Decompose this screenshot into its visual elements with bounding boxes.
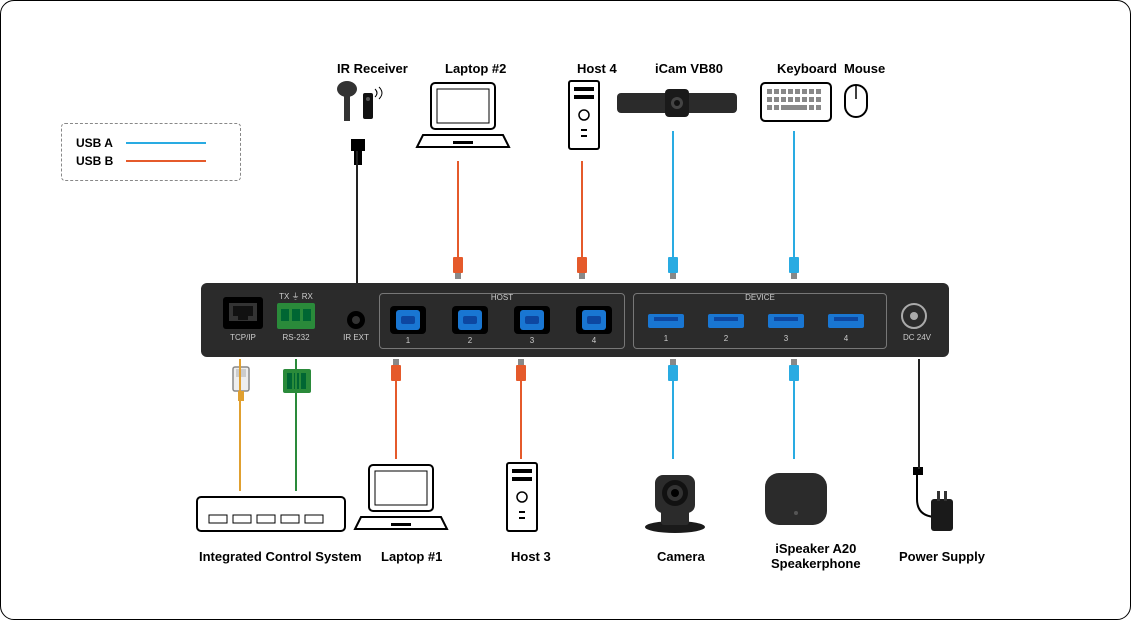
- device-port-1: [648, 314, 684, 328]
- legend-label-usb-a: USB A: [76, 136, 126, 150]
- cable: [295, 359, 297, 491]
- label-icam-vb80: iCam VB80: [655, 61, 723, 76]
- mouse-icon: [841, 79, 871, 123]
- keyboard-icon: [759, 79, 833, 125]
- dc-label: DC 24V: [897, 333, 937, 342]
- host-port-1: [390, 306, 426, 334]
- rs232-top-label: TX ⏚ RX: [273, 291, 319, 302]
- label-ispeaker-line1: iSpeaker A20: [775, 541, 856, 556]
- rs232-port: [277, 303, 315, 329]
- dc-port: [901, 303, 927, 329]
- host-port-label-1: 1: [390, 336, 426, 345]
- device-port-region: DEVICE 1 2 3 4: [633, 293, 887, 349]
- usb-connector: [789, 257, 799, 273]
- tcpip-port: [223, 297, 263, 329]
- host-4-icon: [561, 77, 607, 155]
- usb-connector-tip: [393, 359, 399, 365]
- label-laptop-1: Laptop #1: [381, 549, 442, 564]
- host-port-label-3: 3: [514, 336, 550, 345]
- tcpip-label: TCP/IP: [223, 333, 263, 342]
- legend-label-usb-b: USB B: [76, 154, 126, 168]
- usb-connector-tip: [518, 359, 524, 365]
- label-integrated-control-system: Integrated Control System: [199, 549, 362, 564]
- laptop-2-icon: [415, 79, 511, 155]
- cable: [793, 131, 795, 277]
- label-ispeaker-line2: Speakerphone: [771, 556, 861, 571]
- ir-ext-port: [347, 311, 365, 329]
- device-port-label-1: 1: [648, 334, 684, 343]
- usb-connector-tip: [579, 273, 585, 279]
- host-port-label-2: 2: [452, 336, 488, 345]
- rs232-label: RS-232: [275, 333, 317, 342]
- cable: [356, 151, 358, 283]
- label-power-supply: Power Supply: [899, 549, 985, 564]
- device-port-3: [768, 314, 804, 328]
- rj45-connector-icon: [227, 363, 255, 403]
- device-port-label-3: 3: [768, 334, 804, 343]
- legend-line-usb-b: [126, 160, 206, 162]
- cable: [239, 359, 241, 491]
- camera-icon: [639, 461, 711, 537]
- usb-connector-tip: [791, 359, 797, 365]
- usb-connector: [453, 257, 463, 273]
- usb-hub-device: TCP/IP TX ⏚ RX RS-232 IR EXT HOST 1 2 3 4 D…: [201, 283, 949, 357]
- cable: [918, 359, 920, 469]
- integrated-control-system-icon: [191, 491, 351, 539]
- label-ispeaker: iSpeaker A20 Speakerphone: [771, 541, 861, 571]
- device-port-2: [708, 314, 744, 328]
- ispeaker-icon: [757, 465, 835, 533]
- legend-row-usb-b: USB B: [76, 152, 226, 170]
- usb-connector-tip: [455, 273, 461, 279]
- host-port-3: [514, 306, 550, 334]
- label-ir-receiver: IR Receiver: [337, 61, 408, 76]
- icam-vb80-icon: [613, 87, 741, 123]
- host-port-4: [576, 306, 612, 334]
- host-port-label-4: 4: [576, 336, 612, 345]
- label-host-3: Host 3: [511, 549, 551, 564]
- label-laptop-2: Laptop #2: [445, 61, 506, 76]
- usb-connector: [668, 257, 678, 273]
- host-port-2: [452, 306, 488, 334]
- device-port-label-4: 4: [828, 334, 864, 343]
- label-camera: Camera: [657, 549, 705, 564]
- usb-connector: [668, 365, 678, 381]
- phoenix-connector-icon: [279, 363, 315, 403]
- ir-ext-label: IR EXT: [339, 333, 373, 342]
- device-port-label-2: 2: [708, 334, 744, 343]
- host-region-title: HOST: [380, 293, 624, 302]
- device-port-4: [828, 314, 864, 328]
- label-keyboard: Keyboard: [777, 61, 837, 76]
- usb-connector-tip: [791, 273, 797, 279]
- power-supply-icon: [887, 467, 957, 539]
- laptop-1-icon: [353, 461, 449, 537]
- label-host-4: Host 4: [577, 61, 617, 76]
- usb-connector: [577, 257, 587, 273]
- legend-box: USB A USB B: [61, 123, 241, 181]
- ir-receiver-icon: [331, 79, 386, 169]
- label-mouse: Mouse: [844, 61, 885, 76]
- host-3-icon: [499, 459, 545, 537]
- usb-connector: [516, 365, 526, 381]
- legend-row-usb-a: USB A: [76, 134, 226, 152]
- usb-connector: [391, 365, 401, 381]
- usb-connector: [789, 365, 799, 381]
- host-port-region: HOST 1 2 3 4: [379, 293, 625, 349]
- cable: [672, 131, 674, 277]
- legend-line-usb-a: [126, 142, 206, 144]
- usb-connector-tip: [670, 273, 676, 279]
- device-region-title: DEVICE: [634, 293, 886, 302]
- usb-connector-tip: [670, 359, 676, 365]
